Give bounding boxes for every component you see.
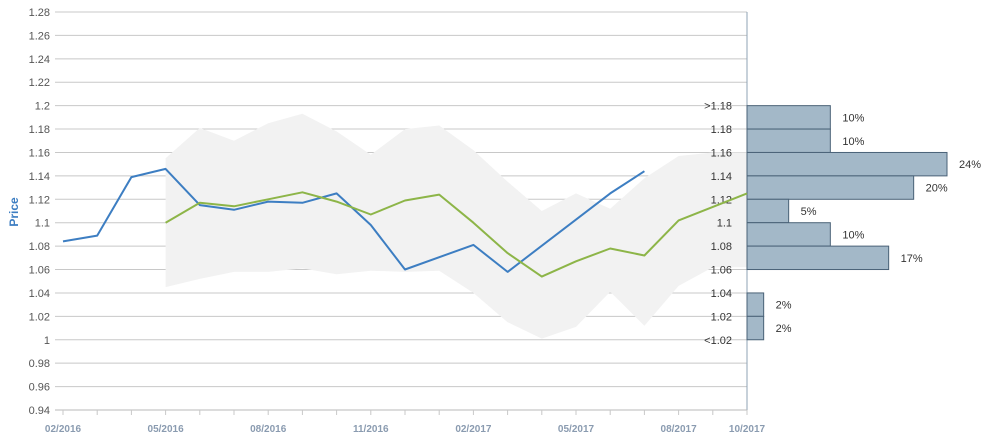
histogram-percent-label: 20% [926, 183, 948, 195]
histogram-bin-label: 1.02 [711, 311, 732, 323]
y-tick-label: 1.06 [29, 265, 50, 277]
histogram-bin-label: 1.1 [717, 218, 732, 230]
histogram-bar [746, 315, 765, 341]
histogram-bin-label: 1.04 [711, 288, 732, 300]
histogram-bin-label: 1.16 [711, 147, 732, 159]
y-tick-label: 1.24 [29, 54, 50, 66]
histogram-percent-label: 10% [842, 229, 864, 241]
histogram-bar [746, 175, 915, 200]
x-tick-label: 11/2016 [353, 424, 389, 435]
y-tick-label: 1.22 [29, 77, 50, 89]
y-tick-label: 0.96 [29, 382, 50, 394]
histogram-bar [746, 198, 790, 224]
histogram-bin-label: 1.08 [711, 241, 732, 253]
y-axis-ticks: 0.94 0.96 0.98 1 1.02 1.04 1.06 1.08 1.1 1.12 1.14… [29, 7, 50, 417]
histogram-bin-label: 1.12 [711, 194, 732, 206]
y-tick-label: 1.1 [35, 218, 50, 230]
range-band [165, 113, 748, 339]
y-tick-label: 1.02 [29, 311, 50, 323]
histogram-percent-label: 5% [801, 206, 817, 218]
distribution-histogram: 10% >1.18 10% 1.18 24% 1.16 20% 1.14 5% 1.12 10% 1.… [704, 101, 981, 347]
y-tick-label: 1 [44, 335, 50, 347]
x-tick-label: 08/2016 [250, 424, 287, 435]
y-tick-label: 1.26 [29, 30, 50, 42]
histogram-bar [746, 222, 831, 247]
x-tick-label: 05/2017 [558, 424, 595, 435]
y-tick-label: 0.94 [29, 405, 50, 417]
y-axis-label: Price [7, 197, 21, 227]
price-lines [62, 167, 748, 278]
y-tick-label: 1.16 [29, 147, 50, 159]
x-tick-label: 05/2016 [148, 424, 185, 435]
series-line [165, 191, 748, 278]
series-line [62, 167, 645, 273]
y-tick-label: 1.14 [29, 171, 50, 183]
histogram-percent-label: 17% [901, 253, 923, 265]
range-band-area [165, 113, 748, 339]
histogram-bar [746, 245, 890, 271]
x-tick-label: 08/2017 [661, 424, 698, 435]
histogram-percent-label: 24% [959, 159, 981, 171]
histogram-bar [746, 151, 948, 177]
y-tick-label: 1.04 [29, 288, 50, 300]
histogram-bin-label: <1.02 [704, 335, 732, 347]
histogram-percent-label: 10% [842, 112, 864, 124]
y-tick-label: 1.18 [29, 124, 50, 136]
histogram-bin-label: 1.06 [711, 265, 732, 277]
histogram-bar [746, 105, 831, 130]
x-tick-label: 10/2017 [729, 424, 766, 435]
y-tick-label: 1.28 [29, 7, 50, 19]
y-tick-label: 1.12 [29, 194, 50, 206]
x-axis-ticks: 02/2016 05/2016 08/2016 11/2016 02/2017 05/20… [45, 424, 766, 435]
histogram-percent-label: 2% [776, 300, 792, 312]
y-tick-label: 0.98 [29, 358, 50, 370]
histogram-bar [746, 128, 831, 153]
y-tick-label: 1.08 [29, 241, 50, 253]
histogram-bin-label: 1.18 [711, 124, 732, 136]
histogram-bar [746, 292, 765, 317]
x-tick-label: 02/2017 [455, 424, 492, 435]
y-tick-label: 1.2 [35, 101, 50, 113]
histogram-bin-label: 1.14 [711, 171, 732, 183]
histogram-bin-label: >1.18 [704, 101, 732, 113]
histogram-percent-label: 10% [842, 136, 864, 148]
x-tick-label: 02/2016 [45, 424, 82, 435]
histogram-percent-label: 2% [776, 323, 792, 335]
